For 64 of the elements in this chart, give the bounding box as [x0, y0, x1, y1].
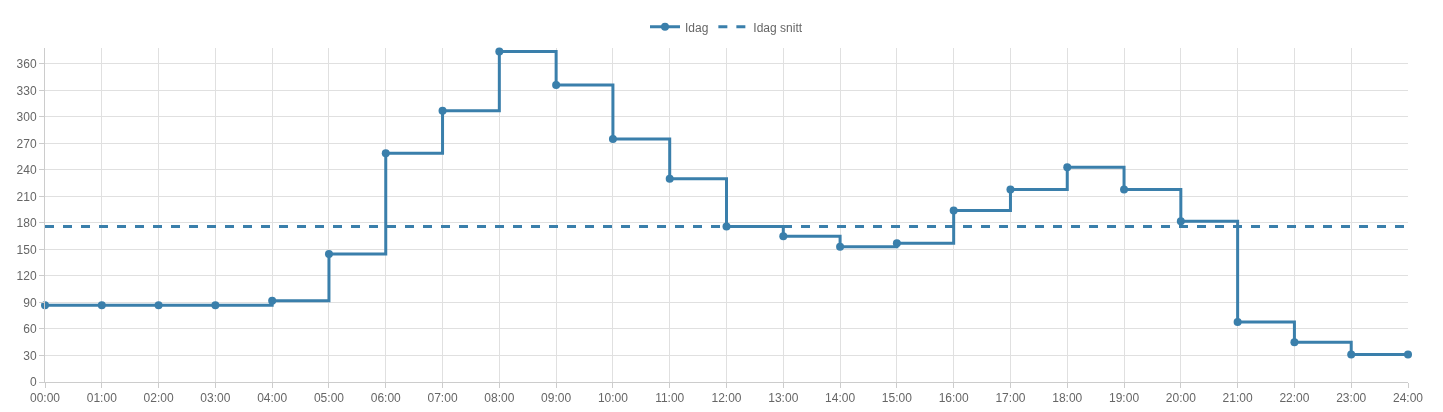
x-tick-label: 21:00 — [1222, 391, 1253, 406]
y-tick-label: 270 — [16, 136, 37, 151]
x-tick-label: 12:00 — [711, 391, 742, 406]
x-tick-label: 16:00 — [938, 391, 970, 406]
point — [211, 301, 220, 310]
x-tick-label: 09:00 — [541, 391, 572, 406]
x-tick-label: 23:00 — [1336, 391, 1367, 406]
point — [552, 81, 561, 90]
point — [97, 301, 106, 310]
point — [154, 301, 163, 310]
y-tick-label: 30 — [23, 348, 37, 363]
point — [438, 106, 447, 115]
y-tick-label: 120 — [16, 269, 37, 284]
y-tick-label: 0 — [29, 375, 37, 390]
point — [1006, 185, 1015, 194]
x-tick-label: 14:00 — [825, 391, 856, 406]
point — [836, 242, 845, 251]
y-tick-label: 330 — [16, 83, 37, 98]
point — [949, 206, 958, 215]
point — [722, 222, 731, 231]
point — [1176, 217, 1185, 226]
x-tick-label: 02:00 — [143, 391, 174, 406]
x-tick-label: 03:00 — [200, 391, 231, 406]
x-tick-label: 01:00 — [86, 391, 118, 406]
point — [1233, 317, 1242, 326]
y-tick-label: 300 — [16, 110, 37, 125]
point — [608, 135, 617, 144]
x-tick-label: 07:00 — [427, 391, 458, 406]
x-tick-label: 15:00 — [881, 391, 913, 406]
x-tick-label: 24:00 — [1392, 391, 1424, 406]
legend-label: Idag — [685, 20, 709, 35]
x-tick-label: 05:00 — [313, 391, 345, 406]
point — [324, 249, 333, 258]
point — [665, 174, 674, 183]
point — [1347, 350, 1356, 359]
x-tick-label: 06:00 — [370, 391, 402, 406]
y-tick-label: 150 — [16, 242, 37, 257]
y-tick-label: 360 — [16, 57, 37, 72]
y-tick-label: 240 — [16, 163, 37, 178]
point — [381, 149, 390, 158]
point — [1120, 185, 1129, 194]
x-tick-label: 18:00 — [1052, 391, 1083, 406]
point — [1290, 338, 1299, 347]
x-tick-label: 08:00 — [484, 391, 515, 406]
point — [892, 239, 901, 248]
x-tick-label: 13:00 — [768, 391, 799, 406]
point — [495, 47, 504, 56]
x-tick-label: 10:00 — [597, 391, 629, 406]
y-tick-label: 60 — [23, 322, 37, 337]
x-tick-label: 00:00 — [29, 391, 61, 406]
point — [1063, 163, 1072, 172]
y-tick-label: 210 — [16, 189, 37, 204]
y-tick-label: 90 — [23, 295, 37, 310]
point — [779, 232, 788, 241]
point — [1404, 350, 1412, 359]
x-tick-label: 11:00 — [655, 391, 685, 406]
x-tick-label: 04:00 — [257, 391, 288, 406]
point — [268, 296, 277, 305]
x-tick-label: 20:00 — [1165, 391, 1197, 406]
x-tick-label: 17:00 — [995, 391, 1026, 406]
x-tick-label: 19:00 — [1109, 391, 1140, 406]
y-tick-label: 180 — [16, 216, 37, 231]
legend-label: Idag snitt — [753, 20, 803, 35]
x-tick-label: 22:00 — [1279, 391, 1310, 406]
